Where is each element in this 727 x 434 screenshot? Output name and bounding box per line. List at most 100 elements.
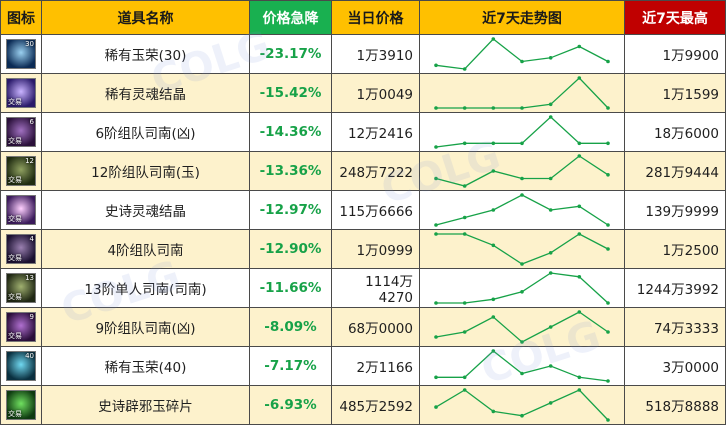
trend-point [491,106,496,110]
icon-level-label: 6 [29,118,34,126]
price-drop-value: -14.36% [249,112,332,152]
header-item-name: 道具名称 [41,0,250,35]
trend-sparkline [434,349,610,383]
trend-line [435,155,609,187]
7day-max-value: 3万0000 [624,346,726,386]
team-compass-fierce-icon[interactable]: 9 交易 [6,312,36,342]
trend-point [462,141,467,146]
trend-point [462,232,467,236]
icon-trade-badge: 交易 [8,254,22,262]
7day-max-value: 1万2500 [624,229,726,269]
trend-point [434,301,438,305]
icon-level-label: 13 [25,274,34,282]
trend-point [434,405,438,409]
daily-price-value: 248万7222 [331,151,420,191]
icon-trade-badge: 交易 [8,176,22,184]
trend-point [548,102,553,107]
trend-point [462,375,467,380]
trend-point [434,223,438,227]
icon-level-label: 9 [29,313,34,321]
trend-point [434,176,438,181]
7day-max-value: 281万9444 [624,151,726,191]
rare-jade-icon[interactable]: 30 [6,39,36,69]
table-row: 9 交易 9阶组队司南(凶) -8.09% 68万0000 74万3333 [0,307,726,347]
trend-point [434,106,438,110]
trend-point [548,401,553,405]
price-drop-value: -12.90% [249,229,332,269]
icon-level-label: 12 [25,157,34,165]
trend-point [434,63,438,68]
trend-point [434,375,438,380]
header-7day-trend: 近7天走势图 [419,0,625,35]
price-drop-value: -23.17% [249,34,332,74]
item-name: 4阶组队司南 [41,229,250,269]
epic-evil-jade-icon[interactable]: 交易 [6,390,36,420]
trend-point [606,247,610,251]
item-name: 6阶组队司南(凶) [41,112,250,152]
table-header-row: 图标 道具名称 价格急降 当日价格 近7天走势图 近7天最高 [0,0,726,35]
trend-sparkline [434,115,610,149]
header-daily-price: 当日价格 [331,0,420,35]
7day-max-value: 18万6000 [624,112,726,152]
trend-point [520,193,524,197]
price-drop-value: -15.42% [249,73,332,113]
rare-soul-crystal-icon[interactable]: 交易 [6,78,36,108]
trend-point [491,297,496,302]
item-icon-cell: 12 交易 [0,151,42,191]
team-compass-icon[interactable]: 4 交易 [6,234,36,264]
trend-point [548,325,553,329]
trend-sparkline-cell [419,385,625,425]
rare-jade-icon[interactable]: 40 [6,351,36,381]
table-row: 12 交易 12阶组队司南(玉) -13.36% 248万7222 281万9444 [0,151,726,191]
item-name: 13阶单人司南(司南) [41,268,250,308]
trend-point [548,364,553,368]
trend-line [436,350,609,382]
trend-point [577,310,582,314]
trend-sparkline [434,76,610,110]
price-drop-value: -6.93% [249,385,332,425]
item-icon-cell: 30 [0,34,42,74]
trend-sparkline [434,232,610,266]
7day-max-value: 74万3333 [624,307,726,347]
trend-sparkline-cell [419,73,625,113]
team-compass-jade-icon[interactable]: 12 交易 [6,156,36,186]
price-drop-table: 图标 道具名称 价格急降 当日价格 近7天走势图 近7天最高 30 稀有玉荣(30… [0,0,726,425]
daily-price-value: 1万0999 [331,229,420,269]
item-name: 稀有灵魂结晶 [41,73,250,113]
team-compass-fierce-icon[interactable]: 6 交易 [6,117,36,147]
trend-point [606,418,610,422]
trend-point [462,215,467,220]
trend-point [606,106,610,110]
table-row: 交易 史诗辟邪玉碎片 -6.93% 485万2592 518万8888 [0,385,726,425]
table-row: 40 稀有玉荣(40) -7.17% 2万1166 3万0000 [0,346,726,386]
trend-point [462,106,467,110]
7day-max-value: 518万8888 [624,385,726,425]
trend-point [491,208,496,212]
trend-sparkline [434,154,610,188]
trend-sparkline-cell [419,268,625,308]
7day-max-value: 139万9999 [624,190,726,230]
trend-point [548,56,553,60]
item-name: 稀有玉荣(30) [41,34,250,74]
daily-price-value: 485万2592 [331,385,420,425]
solo-compass-icon[interactable]: 13 交易 [6,273,36,303]
trend-point [434,232,438,236]
trend-point [462,67,467,71]
trend-point [520,290,524,294]
icon-level-label: 30 [25,40,34,48]
trend-point [520,176,524,181]
trend-point [520,262,524,266]
item-icon-cell: 6 交易 [0,112,42,152]
trend-point [606,330,610,334]
item-name: 9阶组队司南(凶) [41,307,250,347]
epic-soul-crystal-icon[interactable]: 交易 [6,195,36,225]
trend-sparkline [434,388,610,422]
trend-point [491,169,496,173]
trend-point [606,223,610,227]
icon-trade-badge: 交易 [8,137,22,145]
icon-trade-badge: 交易 [8,293,22,301]
daily-price-value: 12万2416 [331,112,420,152]
trend-point [548,115,553,119]
trend-sparkline-cell [419,307,625,347]
header-price-drop: 价格急降 [249,0,332,35]
